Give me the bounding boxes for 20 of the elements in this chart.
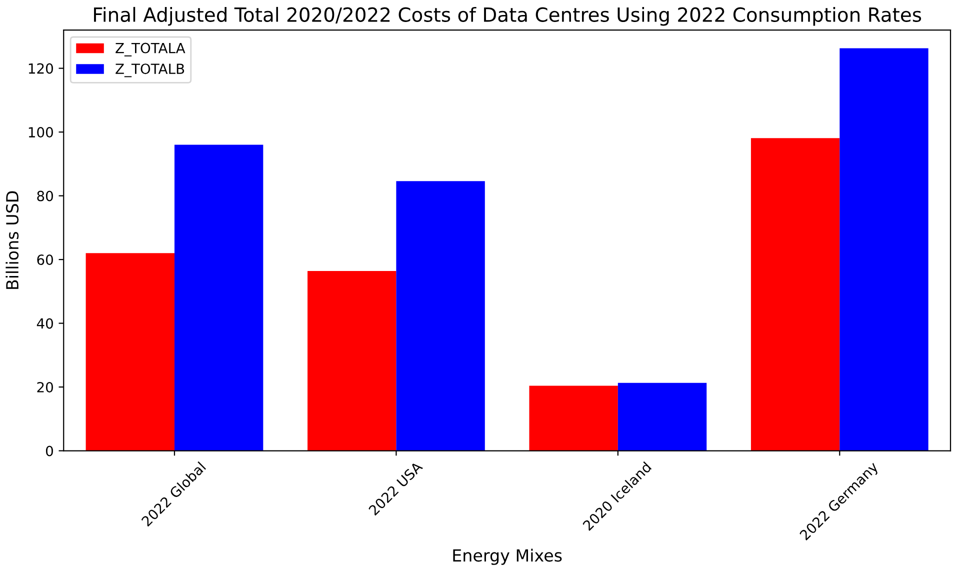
y-tick-label: 60	[37, 254, 53, 266]
y-axis-title: Billions USD	[6, 191, 19, 289]
bar	[396, 181, 485, 451]
bar	[174, 144, 264, 451]
bar	[618, 382, 707, 451]
y-tick-label: 40	[36, 318, 53, 329]
legend-label: Z_TOTALA	[116, 42, 186, 56]
y-tick-label: 100	[28, 127, 53, 138]
bar	[750, 138, 840, 451]
bar	[86, 253, 174, 451]
bar	[840, 48, 928, 451]
y-tick-label: 0	[46, 446, 53, 456]
legend-label: Z_TOTALB	[116, 64, 184, 78]
y-tick-label: 120	[28, 63, 53, 74]
chart-title: Final Adjusted Total 2020/2022 Costs of Data Centres Using 2022 Consumption Rates	[94, 6, 922, 26]
y-tick-label: 20	[37, 382, 53, 392]
bar	[308, 271, 396, 451]
bar	[529, 386, 618, 451]
y-tick-label: 80	[37, 190, 53, 202]
x-axis-title: Energy Mixes	[453, 548, 562, 565]
